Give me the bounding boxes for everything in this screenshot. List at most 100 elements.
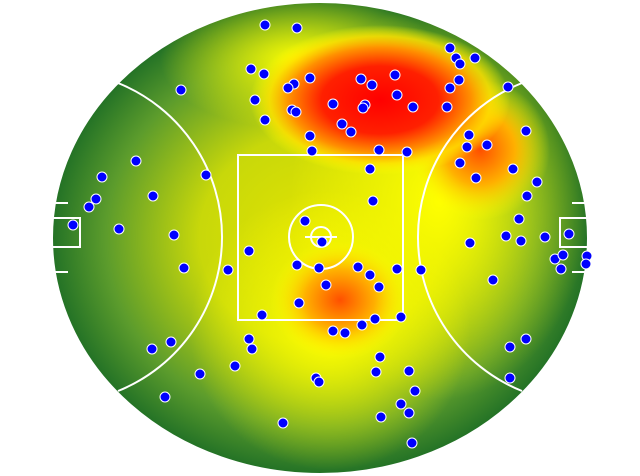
point [407,101,419,113]
point [146,343,158,355]
point [130,155,142,167]
point [259,114,271,126]
point [178,262,190,274]
point [563,228,575,240]
point [165,336,177,348]
point [470,172,482,184]
point [222,264,234,276]
point [291,259,303,271]
point [557,249,569,261]
point [391,263,403,275]
point [364,163,376,175]
point [444,82,456,94]
point [200,169,212,181]
point [327,325,339,337]
point [395,398,407,410]
point [229,360,241,372]
field-markings [51,1,589,475]
point [453,74,465,86]
point [373,281,385,293]
point [502,81,514,93]
point [555,263,567,275]
point [313,262,325,274]
point [256,309,268,321]
point [327,98,339,110]
point [282,82,294,94]
point [370,366,382,378]
point [345,126,357,138]
point [277,417,289,429]
point [464,237,476,249]
point [507,163,519,175]
point [513,213,525,225]
point [175,84,187,96]
point [147,190,159,202]
point [374,351,386,363]
point [454,58,466,70]
point [113,223,125,235]
point [375,411,387,423]
point [441,101,453,113]
point [293,297,305,309]
point [355,73,367,85]
point [580,258,592,270]
point [373,144,385,156]
point [369,313,381,325]
point [336,118,348,130]
point [389,69,401,81]
point [504,372,516,384]
point [290,106,302,118]
point [291,22,303,34]
point [304,130,316,142]
point [243,245,255,257]
point [249,94,261,106]
point [299,215,311,227]
point [316,236,328,248]
point [403,365,415,377]
point [481,139,493,151]
point [83,201,95,213]
point [500,230,512,242]
point [401,146,413,158]
point [367,195,379,207]
point [245,63,257,75]
point [531,176,543,188]
point [357,102,369,114]
point [395,311,407,323]
point [246,343,258,355]
point [356,319,368,331]
point [96,171,108,183]
points [67,19,593,449]
point [243,333,255,345]
point [520,125,532,137]
point [313,376,325,388]
point [504,341,516,353]
point [194,368,206,380]
point [90,193,102,205]
point [320,279,332,291]
point [364,269,376,281]
point [352,261,364,273]
point [415,264,427,276]
point [463,129,475,141]
point [515,235,527,247]
point [520,333,532,345]
point [366,79,378,91]
point [304,72,316,84]
point [258,68,270,80]
point [521,190,533,202]
point [339,327,351,339]
point [487,274,499,286]
point [539,231,551,243]
point [403,407,415,419]
point [306,145,318,157]
point [469,52,481,64]
point [259,19,271,31]
point [391,89,403,101]
point [409,385,421,397]
point [159,391,171,403]
point [461,141,473,153]
point [168,229,180,241]
